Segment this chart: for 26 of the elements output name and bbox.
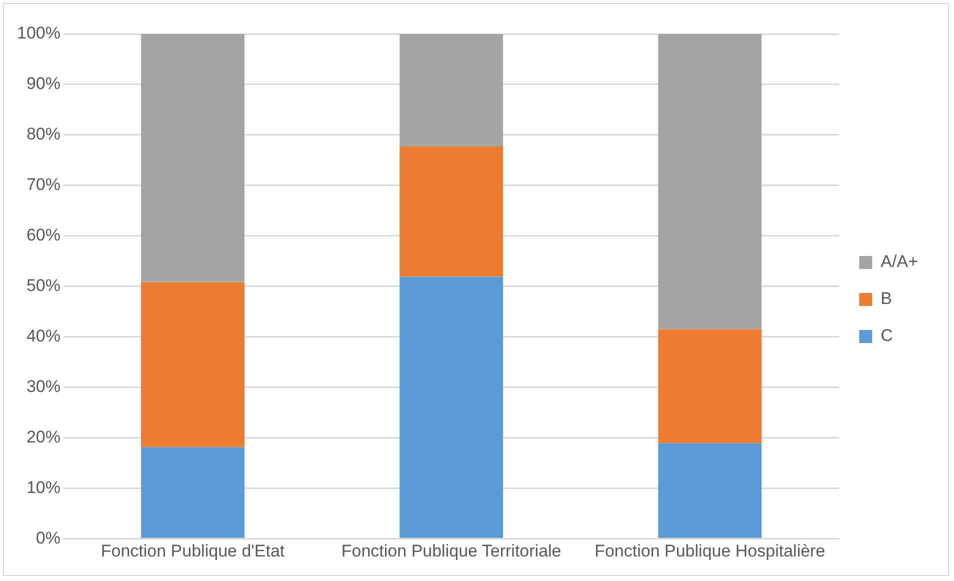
y-tick-label: 90% [26,74,60,94]
bar [141,282,244,448]
y-tick-label: 10% [26,478,60,497]
x-tick-label: Fonction Publique d'Etat [100,541,285,560]
bar [141,447,244,538]
bar [400,276,504,538]
bar [658,329,762,444]
legend-label: C [880,326,893,346]
y-tick-label: 80% [26,124,60,144]
bar [658,34,762,330]
y-tick-label: 20% [26,427,60,446]
y-tick-label: 0% [36,528,60,548]
y-tick-label: 60% [26,226,60,245]
y-tick-label: 30% [26,376,60,396]
bar [400,146,504,277]
y-tick-label: 100% [16,24,60,43]
bar [141,34,244,282]
bar [400,34,504,147]
x-tick-label: Fonction Publique Hospitalière [594,541,826,560]
x-tick-label: Fonction Publique Territoriale [341,541,562,560]
y-tick-label: 40% [26,326,60,346]
legend-label: B [880,289,892,308]
y-tick-label: 50% [26,276,60,295]
legend-label: A/A+ [880,252,918,272]
bar [658,443,762,538]
y-tick-label: 70% [26,175,60,194]
